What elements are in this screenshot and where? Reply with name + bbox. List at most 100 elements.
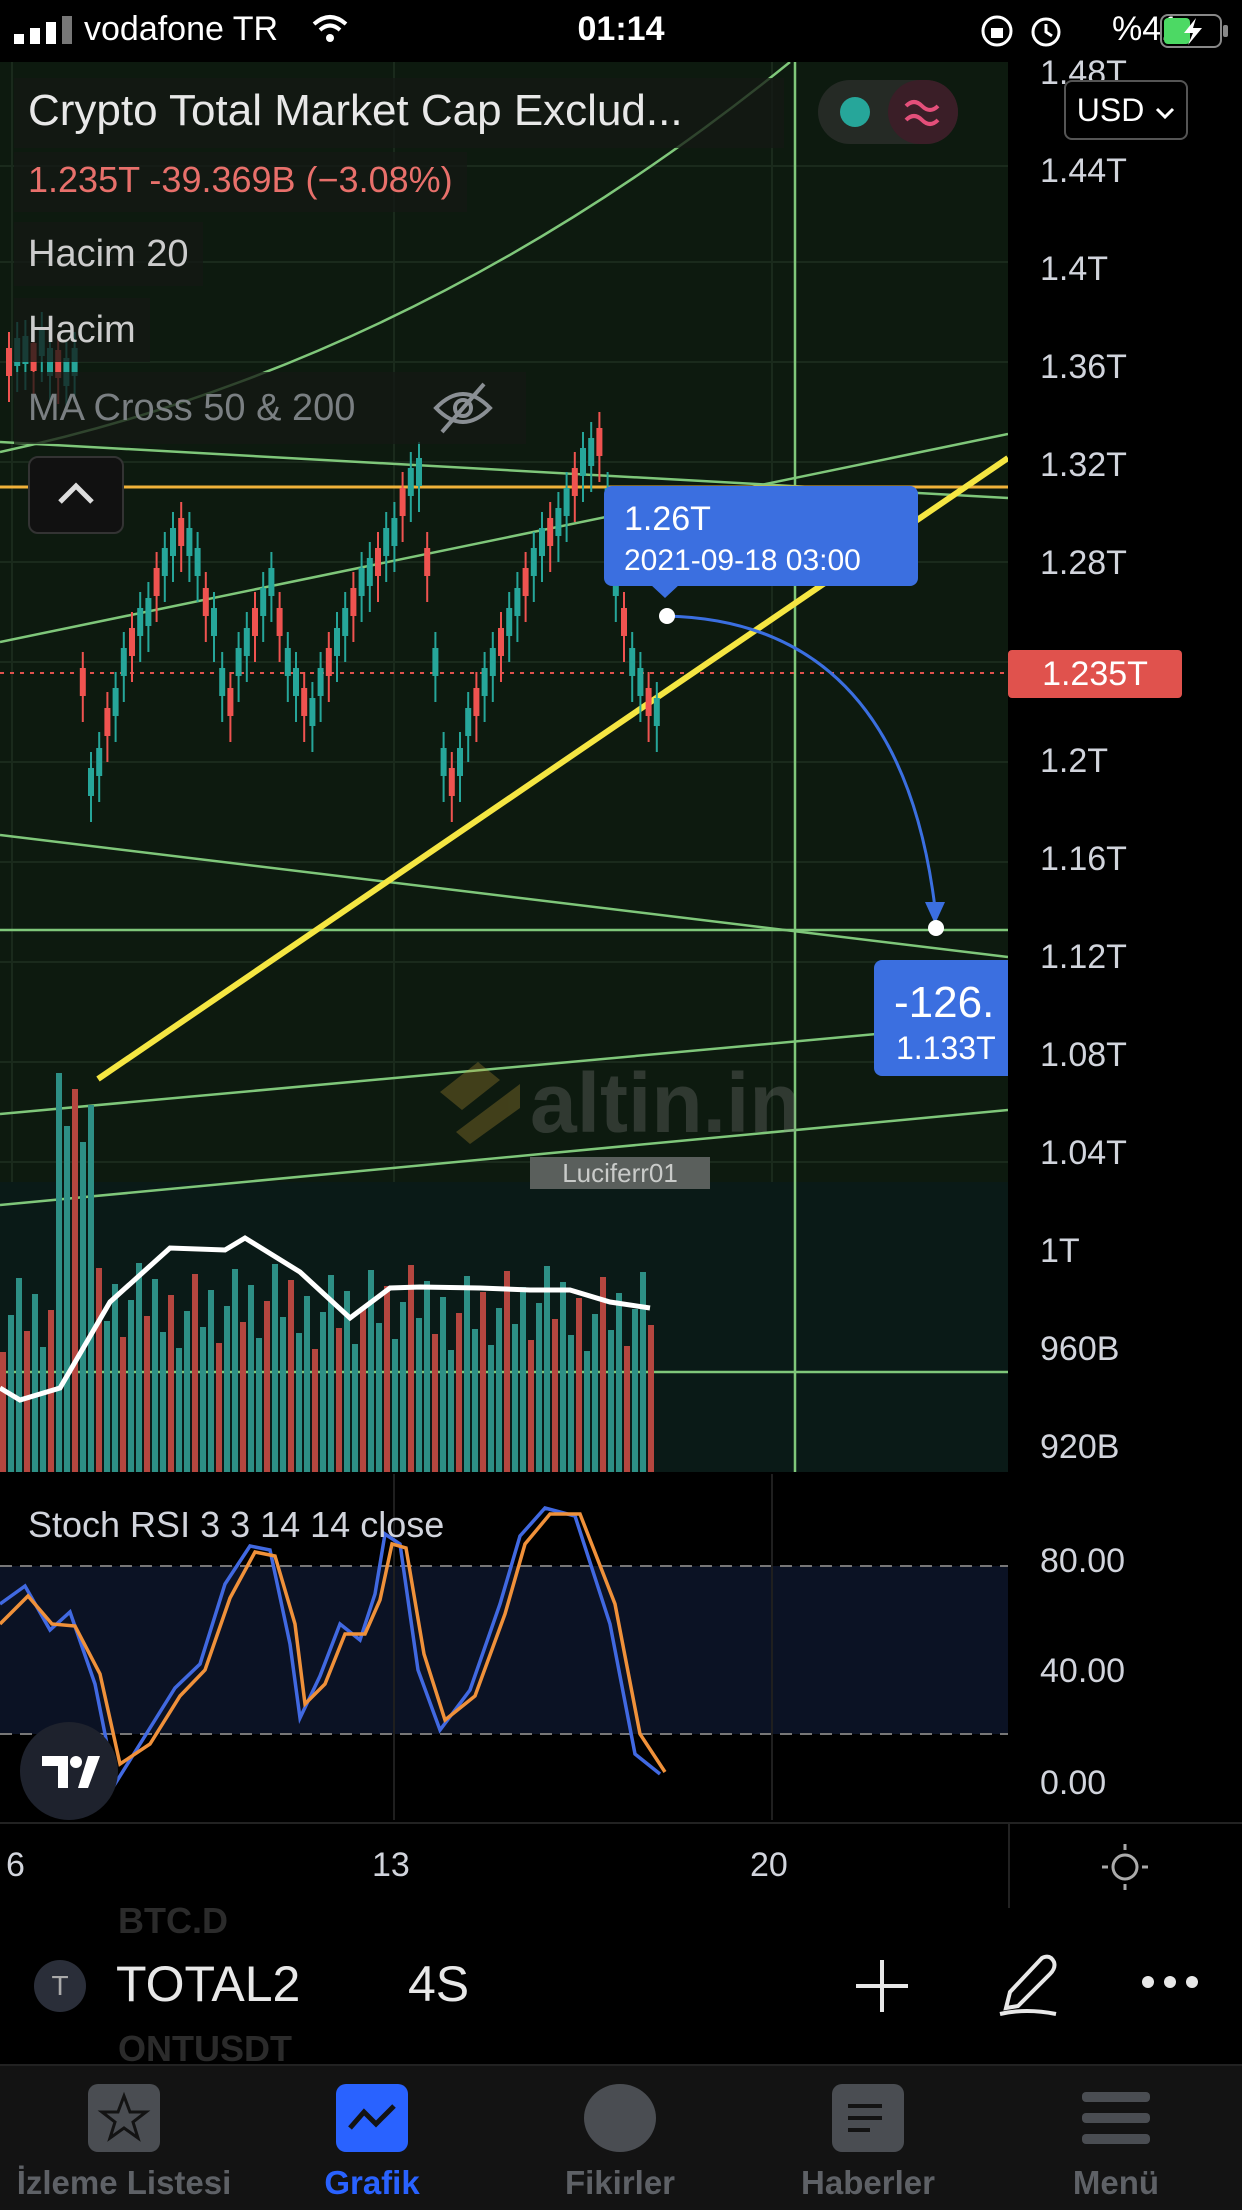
stoch-rsi-panel[interactable]: [0, 1474, 1008, 1820]
candle-body: [112, 688, 119, 716]
stoch-rsi-label[interactable]: Stoch RSI 3 3 14 14 close: [28, 1504, 445, 1545]
stoch-tick: 40.00: [1040, 1652, 1126, 1690]
symbol-name-button[interactable]: TOTAL2: [116, 1956, 301, 2012]
alarm-icon: [1031, 17, 1061, 47]
volume-bar: [552, 1319, 558, 1472]
tab-ideas[interactable]: Fikirler: [496, 2066, 744, 2210]
candle-body: [514, 588, 521, 616]
candle-body: [498, 628, 504, 656]
symbol-title[interactable]: Crypto Total Market Cap Exclud...: [14, 78, 784, 148]
volume-bar: [256, 1338, 262, 1472]
stoch-rsi-canvas[interactable]: [0, 1474, 1008, 1820]
orientation-lock-icon: [981, 15, 1013, 47]
time-axis[interactable]: 6 13 20: [0, 1822, 1242, 1910]
candle-body: [375, 548, 381, 576]
add-icon[interactable]: [852, 1956, 912, 2016]
candle-body: [530, 548, 537, 576]
carrier-name: vodafone TR: [84, 10, 279, 48]
volume-bar: [456, 1313, 462, 1472]
news-icon: [832, 2084, 904, 2152]
indicator-volume-20[interactable]: Hacim 20: [14, 222, 203, 286]
annotation-price: 1.26T: [624, 500, 711, 538]
volume-bar: [160, 1332, 166, 1472]
volume-bar: [352, 1344, 358, 1472]
collapse-legend-button[interactable]: [28, 456, 124, 534]
indicator-ma-cross[interactable]: MA Cross 50 & 200: [14, 372, 526, 444]
volume-bar: [144, 1316, 150, 1472]
volume-bar: [344, 1291, 350, 1472]
tab-watchlist[interactable]: İzleme Listesi: [0, 2066, 248, 2210]
volume-bar: [496, 1308, 502, 1472]
volume-bar: [400, 1302, 406, 1472]
candle-body: [621, 608, 627, 636]
volume-bar: [448, 1350, 454, 1472]
annotation-date: 2021-09-18 03:00: [624, 544, 861, 577]
price-tick: 1.2T: [1040, 742, 1109, 780]
tab-label: Haberler: [801, 2164, 935, 2201]
stoch-tick: 0.00: [1040, 1764, 1107, 1802]
currency-value: USD: [1076, 92, 1145, 128]
indicator-ma-cross-label: MA Cross 50 & 200: [28, 387, 356, 429]
volume-bar: [424, 1281, 430, 1472]
hidden-eye-icon[interactable]: [432, 380, 494, 436]
price-axis[interactable]: 1.48T 1.44T 1.4T 1.36T 1.32T 1.28T 1.2T 1.16T 1.…: [1008, 54, 1242, 1472]
candle-body: [71, 348, 78, 376]
volume-bar: [408, 1265, 414, 1472]
symbol-list-item[interactable]: BTC.D: [118, 1900, 228, 1941]
volume-bar: [40, 1347, 46, 1472]
anchor-point[interactable]: [928, 920, 944, 936]
interval-button[interactable]: 4S: [408, 1956, 470, 2012]
stoch-rsi-axis[interactable]: 80.00 40.00 0.00: [1008, 1474, 1242, 1820]
candle-body: [211, 608, 217, 636]
volume-bar: [88, 1105, 94, 1472]
tab-label: Menü: [1072, 2164, 1160, 2201]
candle-body: [301, 688, 308, 716]
candle-body: [325, 648, 332, 676]
volume-bar: [624, 1346, 630, 1472]
candle-body: [358, 568, 365, 596]
tradingview-logo-button[interactable]: [20, 1722, 118, 1820]
candle-body: [547, 518, 554, 546]
candle-body: [473, 688, 480, 716]
projection-annotation[interactable]: -126. 1.133T: [874, 960, 1008, 1076]
candle-body: [47, 348, 53, 376]
volume-bar: [72, 1089, 78, 1472]
candle-body: [653, 698, 660, 726]
settings-sun-icon[interactable]: [1100, 1842, 1150, 1892]
candle-body: [161, 548, 168, 576]
stoch-d-line: [0, 1512, 667, 1773]
tab-menu[interactable]: Menü: [992, 2066, 1240, 2210]
tab-news[interactable]: Haberler: [744, 2066, 992, 2210]
volume-bar: [168, 1295, 174, 1472]
chart-mode-pill[interactable]: [818, 80, 958, 144]
currency-select[interactable]: USD: [1064, 80, 1188, 140]
price-annotation[interactable]: 1.26T 2021-09-18 03:00: [604, 486, 918, 586]
more-icon[interactable]: [1140, 1974, 1200, 1990]
candle-body: [596, 428, 603, 456]
volume-bar: [32, 1294, 38, 1472]
indicator-volume[interactable]: Hacim: [14, 298, 150, 362]
candle-body: [309, 698, 316, 726]
volume-bar: [264, 1301, 270, 1472]
star-icon: [88, 2084, 160, 2152]
time-tick: 13: [372, 1846, 410, 1884]
battery-icon: [1160, 14, 1228, 48]
candle-body: [563, 488, 570, 516]
symbol-list-item[interactable]: ONTUSDT: [118, 2028, 292, 2069]
drawing-pen-icon[interactable]: [996, 1950, 1060, 2018]
candle-body: [391, 518, 398, 546]
volume-bar: [56, 1073, 62, 1472]
volume-bar: [312, 1349, 318, 1472]
volume-bars: [0, 1073, 654, 1472]
tab-chart[interactable]: Grafik: [248, 2066, 496, 2210]
volume-bar: [224, 1306, 230, 1472]
watermark-text: altin.in: [530, 1056, 801, 1150]
volume-bar: [80, 1142, 86, 1472]
volume-bar: [280, 1317, 286, 1472]
projection-arrow[interactable]: [666, 614, 937, 909]
volume-bar: [648, 1325, 654, 1472]
candle-body: [489, 648, 496, 676]
volume-bar: [416, 1318, 422, 1472]
anchor-point[interactable]: [659, 608, 675, 624]
time-tick: 20: [750, 1846, 788, 1884]
